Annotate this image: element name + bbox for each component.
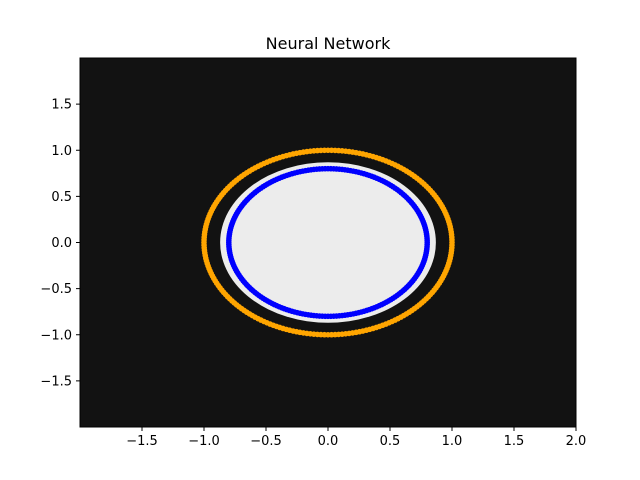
y-tick-label: −0.5 (40, 282, 72, 297)
x-tick-label: 1.5 (504, 434, 525, 449)
y-tick-label: 0.5 (51, 190, 72, 205)
y-tick-label: 1.0 (51, 144, 72, 159)
x-tick-label: −1.5 (126, 434, 158, 449)
x-tick-label: 2.0 (566, 434, 587, 449)
data-point (424, 241, 430, 248)
y-tick-label: −1.5 (40, 374, 72, 389)
y-tick-label: 1.5 (51, 98, 72, 113)
y-axis: 1.5 1.0 0.5 0.0 −0.5 −1.0 −1.5 (40, 98, 80, 389)
x-axis: −1.5 −1.0 −0.5 0.0 0.5 1.0 1.5 2.0 (126, 427, 586, 449)
y-tick-label: 0.0 (51, 236, 72, 251)
x-tick-label: 1.0 (442, 434, 463, 449)
x-tick-label: 0.0 (318, 434, 339, 449)
chart-title: Neural Network (266, 34, 391, 53)
data-point (449, 242, 455, 248)
x-tick-label: 0.5 (380, 434, 401, 449)
x-tick-label: −1.0 (188, 434, 220, 449)
y-tick-label: −1.0 (40, 328, 72, 343)
data-points (201, 147, 455, 338)
region-inside (220, 162, 436, 323)
plot-area (80, 58, 576, 427)
x-tick-label: −0.5 (250, 434, 282, 449)
